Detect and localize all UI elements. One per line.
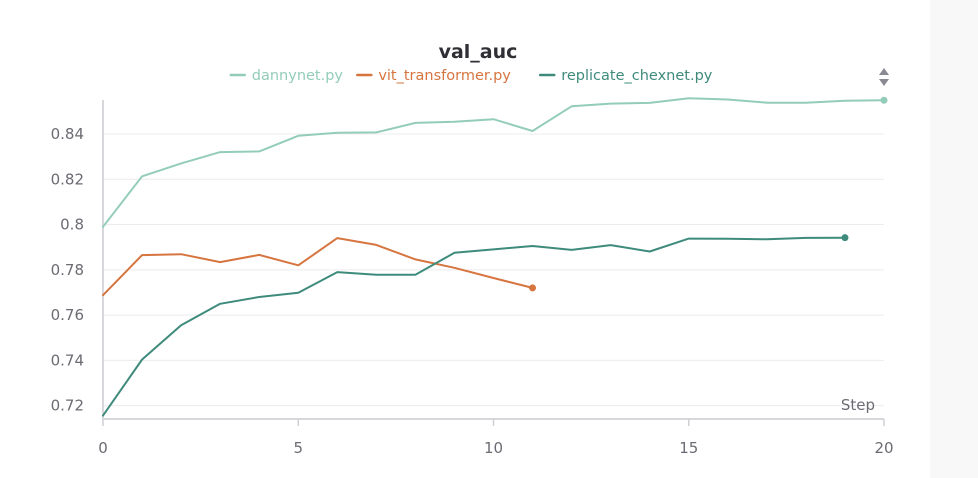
- series-line-2: [102, 236, 846, 417]
- legend-item-2[interactable]: replicate_chexnet.py: [538, 68, 713, 84]
- legend: dannynet.py vit_transformer.py replicate_c…: [229, 68, 713, 84]
- x-tick-label: 10: [484, 439, 503, 457]
- chart-panel: val_auc dannynet.py vit_transformer.py rep…: [50, 41, 894, 457]
- legend-label: dannynet.py: [252, 68, 344, 84]
- series-line-1: [102, 237, 534, 297]
- series-group: [102, 96, 888, 417]
- x-tick-label: 15: [679, 439, 698, 457]
- legend-label: replicate_chexnet.py: [561, 68, 713, 84]
- line-chart: val_auc dannynet.py vit_transformer.py rep…: [51, 41, 894, 457]
- series-endpoint-2: [841, 234, 849, 242]
- y-tick-label: 0.76: [51, 306, 84, 324]
- x-tick-label: 20: [874, 439, 893, 457]
- y-tick-label: 0.82: [51, 170, 84, 188]
- y-tick-label: 0.74: [51, 351, 84, 369]
- y-tick-label: 0.8: [60, 216, 84, 234]
- legend-label: vit_transformer.py: [378, 68, 511, 84]
- sort-toggle-icon[interactable]: [879, 68, 889, 86]
- gridlines: [103, 133, 884, 407]
- axes: [102, 100, 884, 420]
- y-tick-label: 0.84: [51, 125, 84, 143]
- series-endpoint-0: [880, 96, 888, 104]
- series-endpoint-1: [529, 284, 537, 292]
- chart-title: val_auc: [439, 41, 518, 63]
- y-axis-ticks: 0.72 0.74 0.76 0.78 0.8 0.82 0.84: [51, 125, 84, 415]
- y-tick-label: 0.72: [51, 397, 84, 415]
- x-axis-ticks: 0 5 10 15 20: [98, 419, 894, 457]
- legend-item-0[interactable]: dannynet.py: [229, 68, 344, 84]
- x-axis-label: Step: [841, 396, 875, 414]
- y-tick-label: 0.78: [51, 261, 84, 279]
- legend-item-1[interactable]: vit_transformer.py: [356, 68, 511, 84]
- x-tick-label: 5: [293, 439, 303, 457]
- series-line-0: [102, 97, 885, 228]
- x-tick-label: 0: [98, 439, 108, 457]
